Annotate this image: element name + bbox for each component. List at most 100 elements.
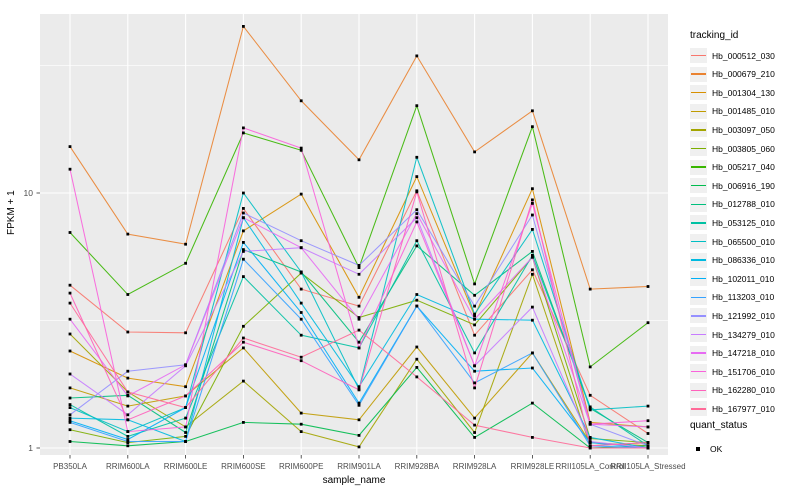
legend-entry: Hb_003097_050 (690, 121, 775, 138)
data-point (357, 434, 361, 437)
series-points-Hb_000512_030 (68, 189, 650, 435)
data-point (415, 155, 419, 159)
data-point (242, 336, 245, 340)
legend-entry-label: Hb_086336_010 (712, 255, 775, 266)
data-point (357, 304, 361, 308)
legend-entry: Hb_113203_010 (690, 289, 774, 306)
data-point (299, 411, 303, 415)
data-point (126, 444, 130, 448)
x-tick-label: PB350LA (53, 462, 87, 471)
data-point (357, 385, 361, 389)
data-point (242, 211, 245, 215)
data-point (473, 333, 476, 337)
data-point (242, 216, 245, 220)
legend-title-tracking-id: tracking_id (690, 30, 739, 41)
legend-key-line-icon (691, 389, 706, 391)
legend-key (690, 196, 707, 212)
legend-key-line-icon (691, 185, 706, 187)
data-point (415, 212, 419, 215)
x-tick-label: RRII105LA_Stressed (610, 462, 686, 471)
data-point (588, 446, 592, 450)
legend-entry-label: Hb_005217_040 (712, 162, 775, 173)
legend-entry: Hb_001485_010 (690, 103, 775, 120)
data-point (473, 150, 476, 154)
series-points-Hb_000679_210 (68, 25, 650, 291)
data-point (473, 369, 476, 373)
legend-key (690, 215, 707, 231)
data-point (357, 295, 361, 299)
x-tick-label: RRIM600LE (163, 462, 208, 471)
legend-entry: Hb_121992_010 (690, 307, 775, 324)
legend-entry: Hb_065500_010 (690, 233, 775, 250)
data-point (415, 304, 419, 308)
data-point (588, 421, 592, 424)
data-point (531, 213, 534, 217)
legend-key-line-icon (691, 110, 706, 112)
data-point (415, 244, 419, 248)
legend-key-line-icon (691, 315, 706, 317)
data-point (357, 328, 361, 332)
data-point (299, 270, 303, 274)
data-point (415, 54, 419, 58)
legend-key (690, 252, 707, 268)
data-point (242, 421, 245, 424)
legend-entry: Hb_000679_210 (690, 66, 775, 83)
legend-key (690, 159, 707, 175)
legend-entry-label: Hb_006916_190 (712, 180, 775, 191)
data-point (473, 386, 476, 390)
data-point (68, 231, 72, 234)
data-point (473, 364, 476, 368)
data-point (415, 293, 419, 296)
legend-entry: Hb_000512_030 (690, 47, 775, 64)
data-point (68, 301, 72, 305)
data-point (473, 317, 476, 321)
data-point (299, 422, 303, 426)
legend-key-line-icon (691, 296, 706, 298)
legend-entry: Hb_162280_010 (690, 382, 775, 399)
data-point (473, 323, 476, 327)
data-point (357, 418, 361, 422)
data-point (415, 357, 419, 361)
legend-entry: Hb_053125_010 (690, 214, 775, 231)
plot-panel (40, 14, 668, 455)
x-tick-label: RRIM901LA (337, 462, 381, 471)
legend-entry-label: Hb_121992_010 (712, 310, 775, 321)
legend-entry-label: Hb_162280_010 (712, 385, 775, 396)
data-point (531, 366, 534, 370)
data-point (531, 272, 534, 276)
data-point (299, 99, 303, 103)
legend-entry-label: Hb_113203_010 (712, 292, 775, 303)
data-point (68, 386, 72, 390)
data-point (531, 198, 534, 202)
data-point (646, 404, 650, 408)
data-point (68, 413, 72, 417)
y-tick-label: 10 (23, 188, 33, 198)
data-point (588, 407, 592, 410)
legend-key (690, 364, 707, 380)
data-point (242, 25, 245, 28)
data-point (68, 291, 72, 295)
data-point (299, 359, 303, 363)
data-point (415, 104, 419, 108)
data-point (126, 413, 130, 417)
legend-entry-label: Hb_003805_060 (712, 143, 775, 154)
data-point (473, 431, 476, 434)
data-point (646, 441, 650, 444)
data-point (68, 145, 72, 148)
data-point (184, 406, 187, 409)
data-point (473, 282, 476, 286)
data-point (473, 293, 476, 297)
data-point (473, 423, 476, 427)
legend-entry: Hb_102011_010 (690, 270, 774, 287)
series-points-Hb_005217_040 (68, 104, 650, 369)
legend-entry: Hb_147218_010 (690, 345, 775, 362)
data-point (242, 275, 245, 278)
data-point (415, 239, 419, 243)
legend-entry-label: Hb_134279_010 (712, 329, 775, 340)
data-point (242, 346, 245, 350)
legend-key (690, 141, 707, 156)
data-point (531, 436, 534, 439)
data-point (299, 246, 303, 250)
data-point (126, 394, 130, 398)
legend-entry-label: Hb_102011_010 (712, 273, 775, 284)
